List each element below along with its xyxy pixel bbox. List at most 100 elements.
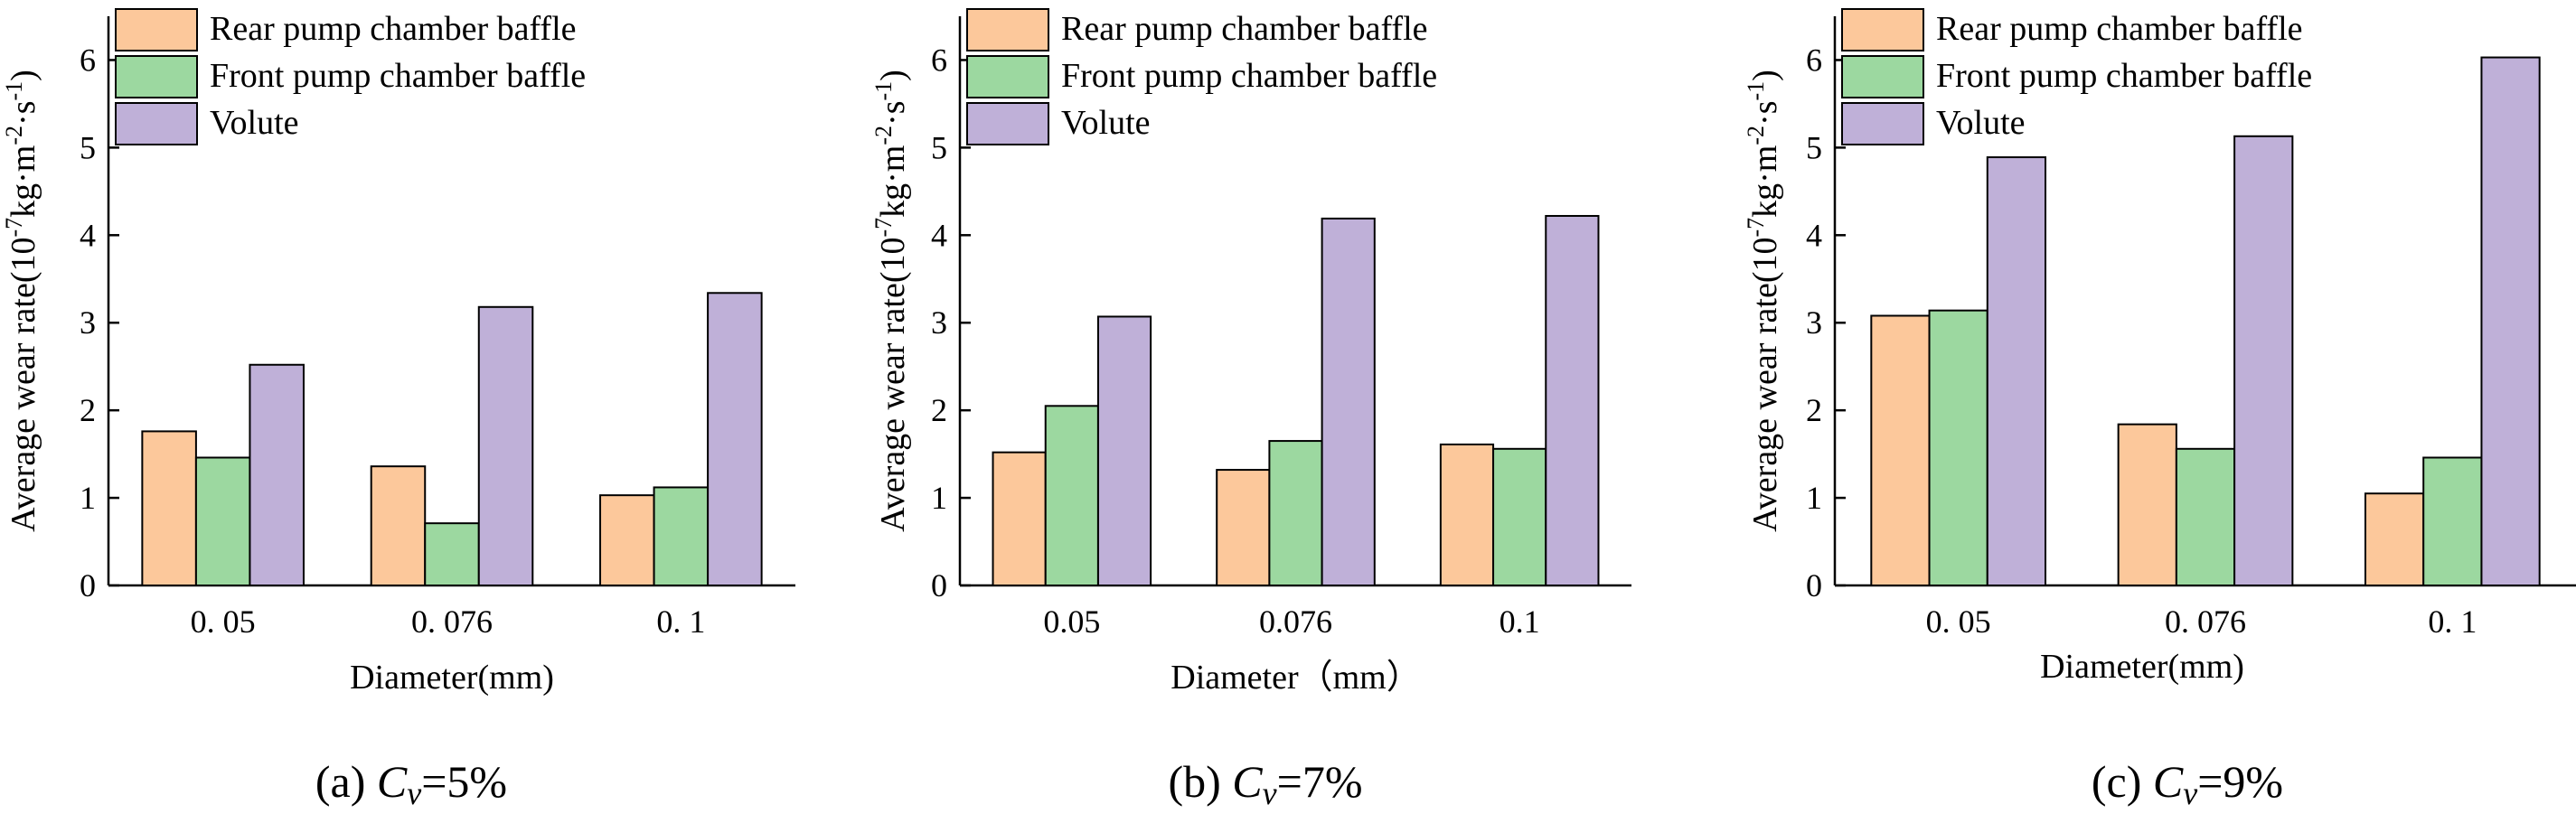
bar-volute bbox=[249, 363, 305, 586]
legend-label: Volute bbox=[1936, 104, 2026, 142]
caption-part: (a) bbox=[315, 756, 377, 807]
caption-part: v bbox=[407, 775, 421, 811]
bar-front bbox=[194, 456, 251, 586]
y-axis-title: Average wear rate(10-7kg·m-2·s-1) bbox=[1743, 70, 1784, 532]
y-tick-label: 0 bbox=[80, 567, 96, 603]
legend-label: Rear pump chamber baffle bbox=[1936, 10, 2303, 48]
bar-front bbox=[2175, 447, 2236, 586]
y-tick-label: 3 bbox=[931, 304, 947, 341]
y-tick-label: 2 bbox=[1806, 392, 1822, 428]
bar-rear bbox=[370, 465, 427, 587]
y-tick-label: 0 bbox=[1806, 567, 1822, 603]
x-tick-label: 0. 1 bbox=[656, 603, 705, 640]
bar-rear bbox=[141, 430, 197, 586]
y-axis-title-superscript: -2 bbox=[1, 126, 27, 145]
y-tick-label: 2 bbox=[80, 392, 96, 428]
x-tick-label: 0. 05 bbox=[1926, 603, 1991, 640]
bar-volute bbox=[1545, 214, 1600, 586]
y-tick-label: 5 bbox=[931, 129, 947, 165]
y-tick-label: 1 bbox=[1806, 480, 1822, 516]
y-tick-label: 3 bbox=[80, 304, 96, 341]
legend-label: Rear pump chamber baffle bbox=[1061, 10, 1428, 48]
y-axis-title: Average wear rate(10-7kg·m-2·s-1) bbox=[1, 70, 42, 532]
y-axis-title-part: ) bbox=[1746, 70, 1784, 81]
y-axis-title-part: ) bbox=[5, 70, 42, 81]
caption: (b) Cv=7% bbox=[1168, 756, 1362, 811]
y-tick-label: 0 bbox=[931, 567, 947, 603]
y-tick-label: 6 bbox=[80, 42, 96, 78]
y-axis-title-part: kg·m bbox=[5, 145, 42, 218]
bar-rear bbox=[1870, 314, 1931, 586]
bar-rear bbox=[2117, 423, 2177, 586]
legend-swatch bbox=[966, 8, 1049, 51]
y-tick-label: 2 bbox=[931, 392, 947, 428]
bar-volute bbox=[2480, 56, 2541, 587]
y-tick-label: 6 bbox=[931, 42, 947, 78]
caption: (c) Cv=9% bbox=[2092, 756, 2283, 811]
y-axis-title-part: ) bbox=[874, 70, 912, 81]
y-tick-label: 6 bbox=[1806, 42, 1822, 78]
x-tick-label: 0. 076 bbox=[2165, 603, 2246, 640]
caption-part: (b) bbox=[1168, 756, 1232, 807]
caption-part: C bbox=[1232, 756, 1263, 807]
legend-swatch bbox=[966, 55, 1049, 98]
y-tick-label: 4 bbox=[80, 217, 96, 253]
legend-label: Front pump chamber baffle bbox=[1061, 57, 1437, 95]
bar-rear bbox=[599, 494, 655, 587]
y-tick-label: 1 bbox=[80, 480, 96, 516]
chart-panel-1: 0 1 2 3 4 5 6 0.05 0.076 0.1 Rear pump chamber baf… bbox=[870, 8, 1631, 811]
chart-panel-0: 0 1 2 3 4 5 6 0. 05 0. 076 0. 1 Rear pump chamber … bbox=[1, 8, 795, 811]
x-axis-title: Diameter（mm） bbox=[1170, 659, 1420, 697]
x-axis-title: Diameter(mm) bbox=[350, 659, 554, 697]
y-axis-title-part: ·s bbox=[5, 101, 42, 126]
bar-front bbox=[1928, 309, 1988, 586]
bar-rear bbox=[1439, 443, 1495, 587]
y-tick-label: 4 bbox=[931, 217, 947, 253]
legend-label: Front pump chamber baffle bbox=[1936, 57, 2312, 95]
y-axis-title-part: Average wear rate(10 bbox=[5, 238, 42, 532]
bar-front bbox=[424, 522, 480, 587]
bar-front bbox=[653, 486, 710, 587]
caption-part: =5% bbox=[421, 756, 507, 807]
caption: (a) Cv=5% bbox=[315, 756, 507, 811]
y-axis-title-superscript: -1 bbox=[1, 81, 27, 101]
x-tick-label: 0.076 bbox=[1259, 603, 1332, 640]
bar-front bbox=[1268, 440, 1323, 587]
bar-rear bbox=[1216, 469, 1271, 586]
y-axis-title-superscript: -1 bbox=[870, 81, 897, 101]
legend-swatch bbox=[1841, 55, 1924, 98]
caption-part: v bbox=[2183, 775, 2197, 811]
y-axis-title-superscript: -2 bbox=[1743, 126, 1769, 145]
legend-label: Volute bbox=[210, 104, 299, 142]
y-tick-label: 4 bbox=[1806, 217, 1822, 253]
y-tick-label: 5 bbox=[1806, 129, 1822, 165]
bar-volute bbox=[477, 305, 534, 586]
caption-part: =9% bbox=[2197, 756, 2283, 807]
x-tick-label: 0.1 bbox=[1500, 603, 1540, 640]
bar-volute bbox=[1321, 217, 1376, 586]
legend-swatch bbox=[966, 102, 1049, 145]
x-tick-label: 0. 1 bbox=[2428, 603, 2477, 640]
y-axis-title-superscript: -1 bbox=[1743, 81, 1769, 101]
legend-swatch bbox=[1841, 8, 1924, 51]
x-axis-title: Diameter(mm) bbox=[2040, 648, 2244, 686]
y-axis-title-part: ·s bbox=[1746, 101, 1784, 126]
y-axis-title-part: Average wear rate(10 bbox=[1746, 238, 1784, 532]
legend-label: Rear pump chamber baffle bbox=[210, 10, 577, 48]
x-tick-label: 0. 076 bbox=[411, 603, 493, 640]
y-axis-title-superscript: -7 bbox=[1, 218, 27, 238]
bar-front bbox=[1044, 405, 1099, 586]
legend-label: Volute bbox=[1061, 104, 1151, 142]
y-axis-title-part: kg·m bbox=[874, 145, 912, 218]
caption-part: =7% bbox=[1277, 756, 1363, 807]
y-axis-title-part: ·s bbox=[874, 101, 912, 126]
y-axis-title-part: Average wear rate(10 bbox=[874, 238, 912, 532]
legend-swatch bbox=[115, 8, 198, 51]
caption-part: v bbox=[1263, 775, 1277, 811]
x-tick-label: 0. 05 bbox=[191, 603, 256, 640]
bar-volute bbox=[707, 292, 763, 586]
y-tick-label: 5 bbox=[80, 129, 96, 165]
bar-front bbox=[2422, 456, 2483, 586]
legend-swatch bbox=[1841, 102, 1924, 145]
